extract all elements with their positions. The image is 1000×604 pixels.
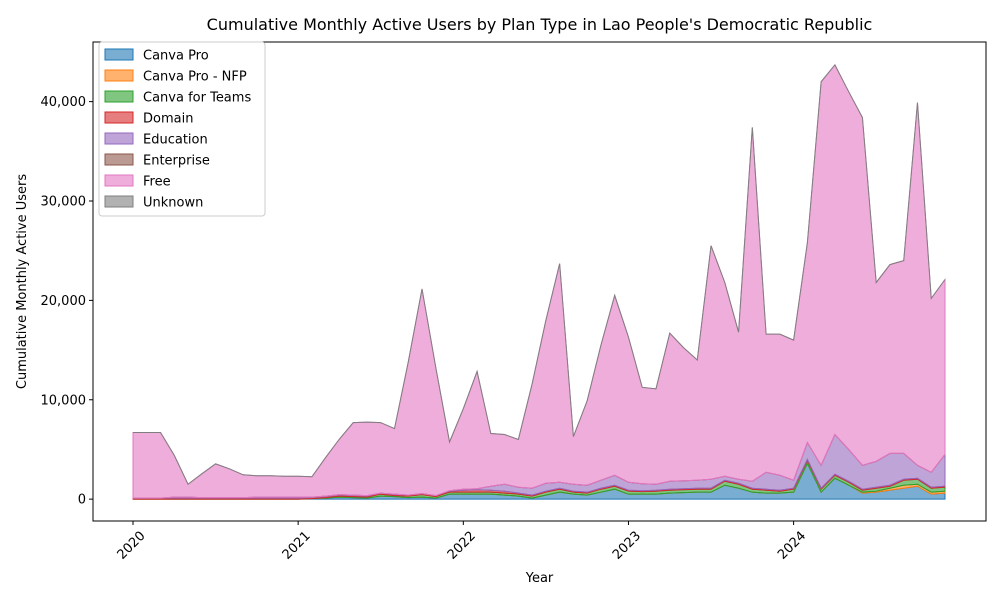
legend-swatch-education bbox=[104, 132, 134, 145]
y-tick-label: 0 bbox=[78, 493, 86, 508]
y-axis-label: Cumulative Monthly Active Users bbox=[15, 174, 30, 389]
area-unknown bbox=[133, 63, 946, 485]
legend-swatch-domain bbox=[104, 111, 134, 124]
legend-label-unknown: Unknown bbox=[143, 196, 203, 211]
legend-swatch-canva-pro bbox=[104, 48, 134, 61]
x-tick-label: 2020 bbox=[115, 529, 149, 563]
x-tick-label: 2021 bbox=[280, 529, 314, 563]
plot-frame bbox=[92, 41, 987, 522]
x-tick-label: 2023 bbox=[610, 529, 644, 563]
legend-swatch-enterprise bbox=[104, 153, 134, 166]
y-tick-label: 10,000 bbox=[41, 393, 87, 408]
legend-swatch-unknown bbox=[104, 195, 134, 208]
x-axis: 2020 2021 2022 2023 2024 bbox=[115, 521, 809, 563]
legend-label-enterprise: Enterprise bbox=[143, 154, 210, 169]
legend-swatch-canva-for-teams bbox=[104, 90, 134, 103]
y-tick-label: 40,000 bbox=[41, 95, 87, 110]
legend-label-canva-for-teams: Canva for Teams bbox=[143, 91, 251, 106]
legend-label-canva-pro: Canva Pro bbox=[143, 49, 209, 64]
y-tick-label: 30,000 bbox=[41, 195, 87, 210]
y-tick-label: 20,000 bbox=[41, 294, 87, 309]
legend-label-education: Education bbox=[143, 133, 208, 148]
x-axis-label: Year bbox=[525, 571, 554, 586]
x-tick-label: 2024 bbox=[775, 529, 809, 563]
legend-label-free: Free bbox=[143, 175, 171, 190]
legend: Canva Pro Canva Pro - NFP Canva for Teams D… bbox=[98, 41, 266, 217]
legend-label-canva-pro-nfp: Canva Pro - NFP bbox=[143, 70, 247, 85]
chart-title: Cumulative Monthly Active Users by Plan … bbox=[207, 15, 873, 34]
area-series-group bbox=[132, 63, 946, 500]
legend-swatch-free bbox=[104, 174, 134, 187]
legend-swatch-canva-pro-nfp bbox=[104, 69, 134, 82]
legend-label-domain: Domain bbox=[143, 112, 193, 127]
x-tick-label: 2022 bbox=[445, 529, 479, 563]
legend-frame bbox=[98, 41, 266, 217]
y-axis: 0 10,000 20,000 30,000 40,000 bbox=[41, 95, 93, 508]
